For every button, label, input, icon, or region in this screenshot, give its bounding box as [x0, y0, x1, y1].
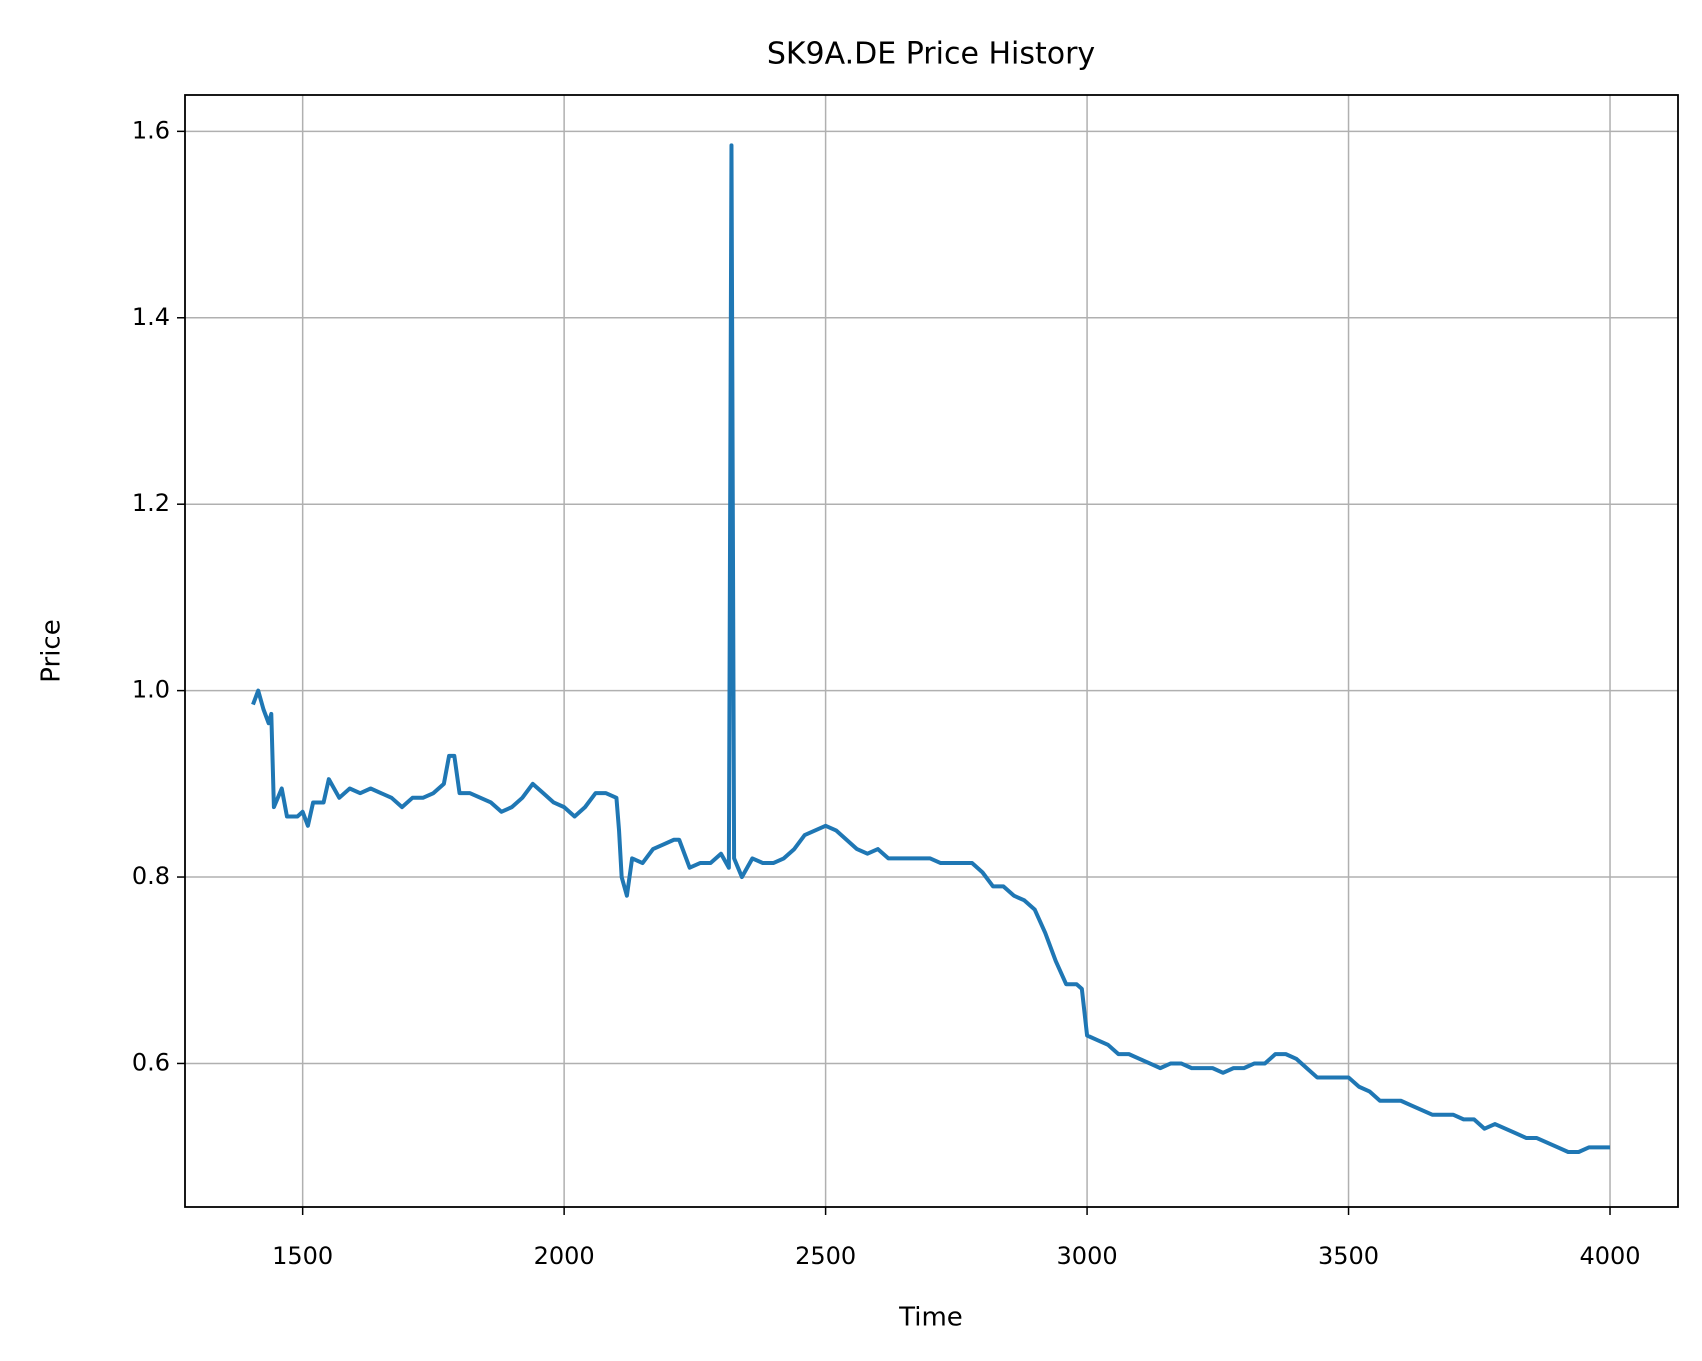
price-line [251, 143, 1611, 1155]
y-tick-label: 0.8 [132, 862, 170, 890]
x-tick-label: 3500 [1318, 1242, 1379, 1270]
x-tick-label: 1500 [272, 1242, 333, 1270]
x-tick-label: 2500 [795, 1242, 856, 1270]
chart-title: SK9A.DE Price History [767, 37, 1095, 72]
y-tick-label: 1.2 [132, 489, 170, 517]
x-axis-label: Time [898, 1303, 963, 1333]
x-tick-label: 2000 [534, 1242, 595, 1270]
x-tick-label: 4000 [1579, 1242, 1640, 1270]
y-tick-label: 1.4 [132, 303, 170, 331]
plot-frame [184, 94, 1679, 1208]
y-tick-label: 0.6 [132, 1048, 170, 1076]
y-tick-label: 1.0 [132, 676, 170, 704]
y-tick-label: 1.6 [132, 116, 170, 144]
x-tick-label: 3000 [1057, 1242, 1118, 1270]
y-axis-label: Price [37, 619, 67, 682]
